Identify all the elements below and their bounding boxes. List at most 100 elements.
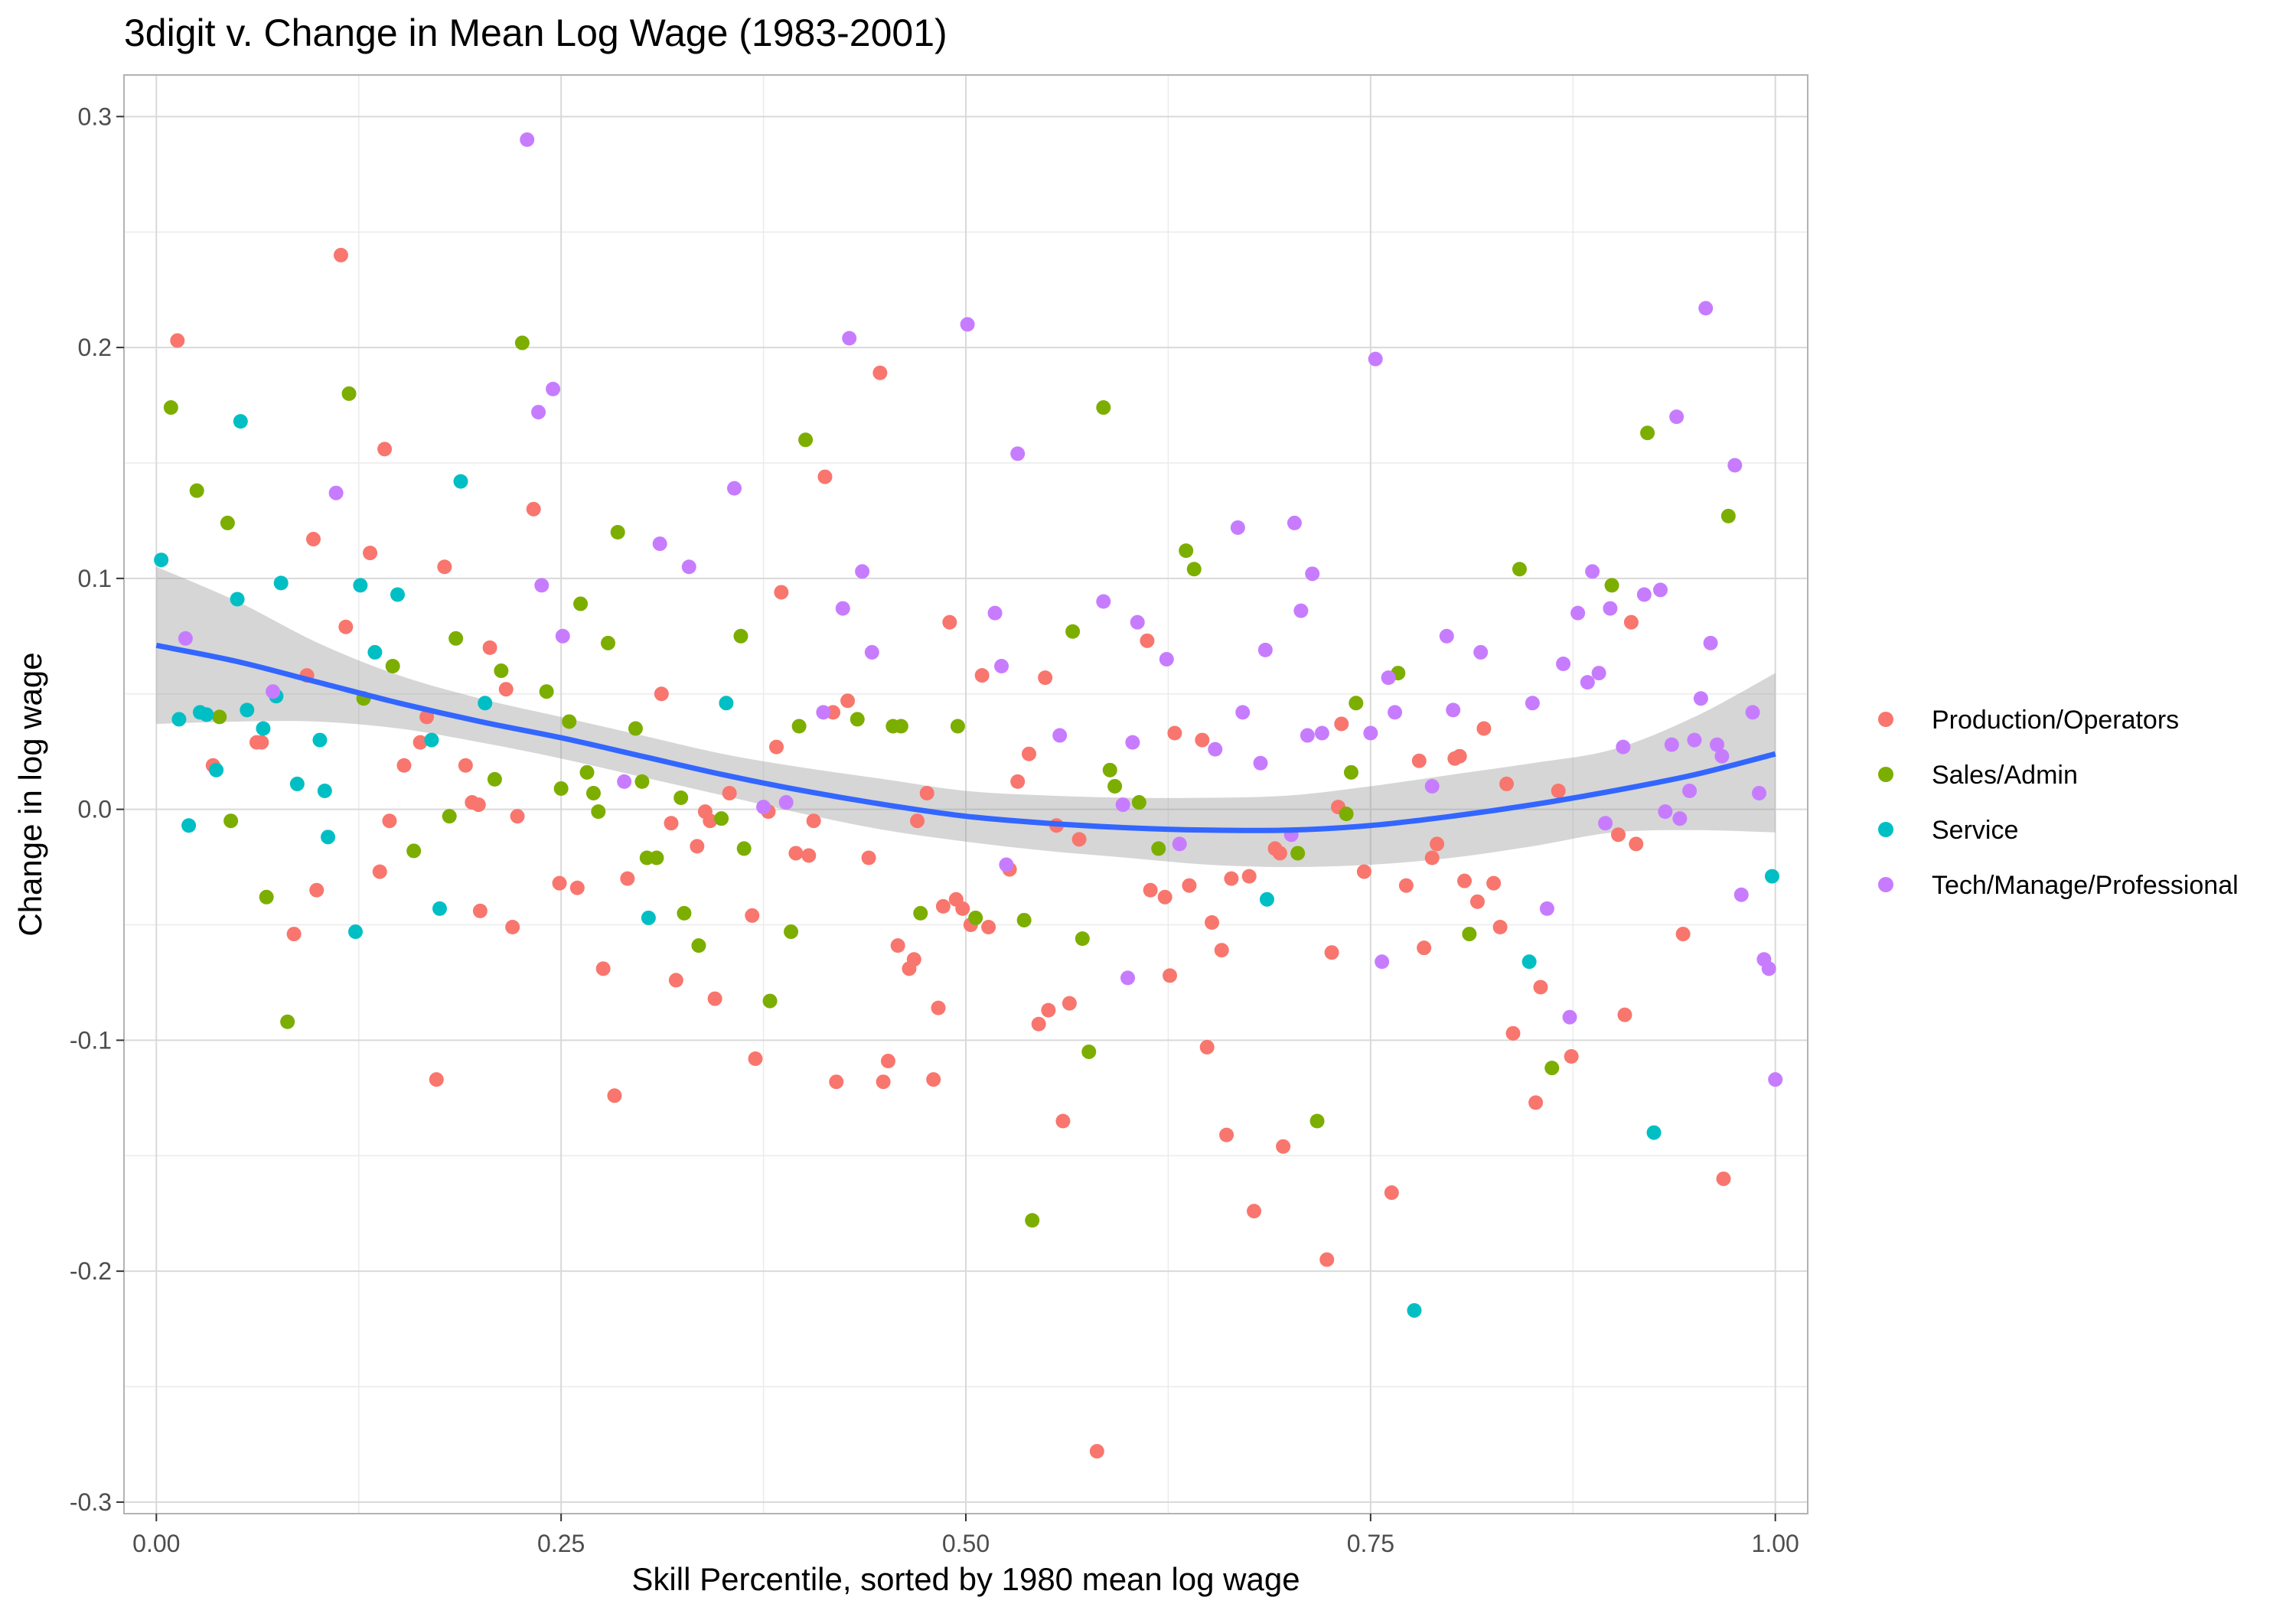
data-point xyxy=(1182,878,1197,893)
y-axis-title: Change in log wage xyxy=(12,652,48,936)
data-point xyxy=(1452,748,1467,764)
data-point xyxy=(634,774,650,789)
data-point xyxy=(546,381,561,396)
data-point xyxy=(1733,887,1749,902)
data-point xyxy=(931,1000,946,1015)
data-point xyxy=(906,952,921,967)
data-point xyxy=(1343,764,1358,780)
y-tick-label: 0.0 xyxy=(78,796,112,823)
data-point xyxy=(1157,889,1172,905)
data-point xyxy=(1591,666,1606,681)
data-points xyxy=(154,132,1783,1459)
data-point xyxy=(317,783,332,798)
data-point xyxy=(1611,827,1626,843)
data-point xyxy=(872,365,888,380)
data-point xyxy=(610,524,625,539)
data-point xyxy=(919,785,934,800)
data-point xyxy=(1247,1204,1262,1219)
data-point xyxy=(1115,797,1130,813)
data-point xyxy=(377,442,393,457)
data-point xyxy=(733,628,748,644)
data-point xyxy=(432,901,447,916)
data-point xyxy=(413,735,428,750)
data-point xyxy=(1388,705,1403,720)
data-point xyxy=(552,875,567,891)
data-point xyxy=(1368,351,1383,367)
legend: Production/Operators Sales/Admin Service Te… xyxy=(1878,706,2239,900)
data-point xyxy=(703,813,718,829)
data-point xyxy=(1710,737,1725,752)
data-point xyxy=(1745,705,1760,720)
data-point xyxy=(1120,970,1136,986)
data-point xyxy=(240,702,255,718)
data-point xyxy=(1179,543,1194,559)
data-point xyxy=(1102,762,1117,777)
data-point xyxy=(333,247,348,262)
legend-key xyxy=(1878,767,1893,782)
data-point xyxy=(328,485,344,500)
data-point xyxy=(534,578,550,593)
data-point xyxy=(864,644,879,660)
data-point xyxy=(1199,1039,1215,1054)
data-point xyxy=(494,663,509,679)
data-point xyxy=(163,400,178,416)
data-point xyxy=(1253,755,1268,771)
data-point xyxy=(321,830,336,845)
data-point xyxy=(233,414,248,429)
data-point xyxy=(230,592,245,607)
data-point xyxy=(363,546,378,561)
data-point xyxy=(842,331,857,346)
smooth-trend-line xyxy=(155,642,1776,833)
data-point xyxy=(1675,927,1691,942)
data-point xyxy=(458,758,473,773)
data-point xyxy=(1041,1002,1056,1018)
x-tick-label: 0.25 xyxy=(537,1530,585,1557)
data-point xyxy=(367,644,383,660)
data-point xyxy=(745,908,760,923)
data-point xyxy=(1363,725,1378,741)
data-point xyxy=(1714,748,1730,764)
data-point xyxy=(681,559,696,575)
data-point xyxy=(1640,425,1655,441)
data-point xyxy=(1096,400,1111,416)
legend-item: Service xyxy=(1878,816,2018,845)
legend-key xyxy=(1878,877,1893,892)
legend-label: Tech/Manage/Professional xyxy=(1932,871,2239,900)
data-point xyxy=(1476,721,1492,736)
legend-key xyxy=(1878,822,1893,837)
data-point xyxy=(981,920,996,935)
data-point xyxy=(855,564,870,579)
data-point xyxy=(1172,836,1187,852)
data-point xyxy=(1716,1171,1731,1186)
data-point xyxy=(1022,746,1036,761)
data-point xyxy=(652,536,667,552)
data-point xyxy=(1125,735,1140,750)
data-point xyxy=(555,628,570,644)
data-point xyxy=(353,578,368,593)
data-point xyxy=(641,910,656,925)
data-point xyxy=(591,804,606,820)
data-point xyxy=(1305,566,1320,582)
data-point xyxy=(514,335,530,350)
data-point xyxy=(1081,1044,1097,1059)
data-point xyxy=(585,785,601,800)
data-point xyxy=(212,709,227,725)
data-point xyxy=(1300,728,1315,743)
data-point xyxy=(1038,670,1053,686)
data-point xyxy=(309,882,325,898)
data-point xyxy=(181,818,197,833)
data-point xyxy=(1512,562,1527,577)
data-point xyxy=(677,905,692,921)
data-point xyxy=(1439,628,1454,644)
data-point xyxy=(1062,996,1077,1011)
data-point xyxy=(968,910,983,925)
data-point xyxy=(573,596,589,611)
data-point xyxy=(286,927,302,942)
data-point xyxy=(910,813,925,829)
data-point xyxy=(472,903,488,918)
data-point xyxy=(994,659,1009,674)
data-point xyxy=(840,693,856,709)
data-point xyxy=(1381,670,1396,686)
data-point xyxy=(539,684,554,699)
